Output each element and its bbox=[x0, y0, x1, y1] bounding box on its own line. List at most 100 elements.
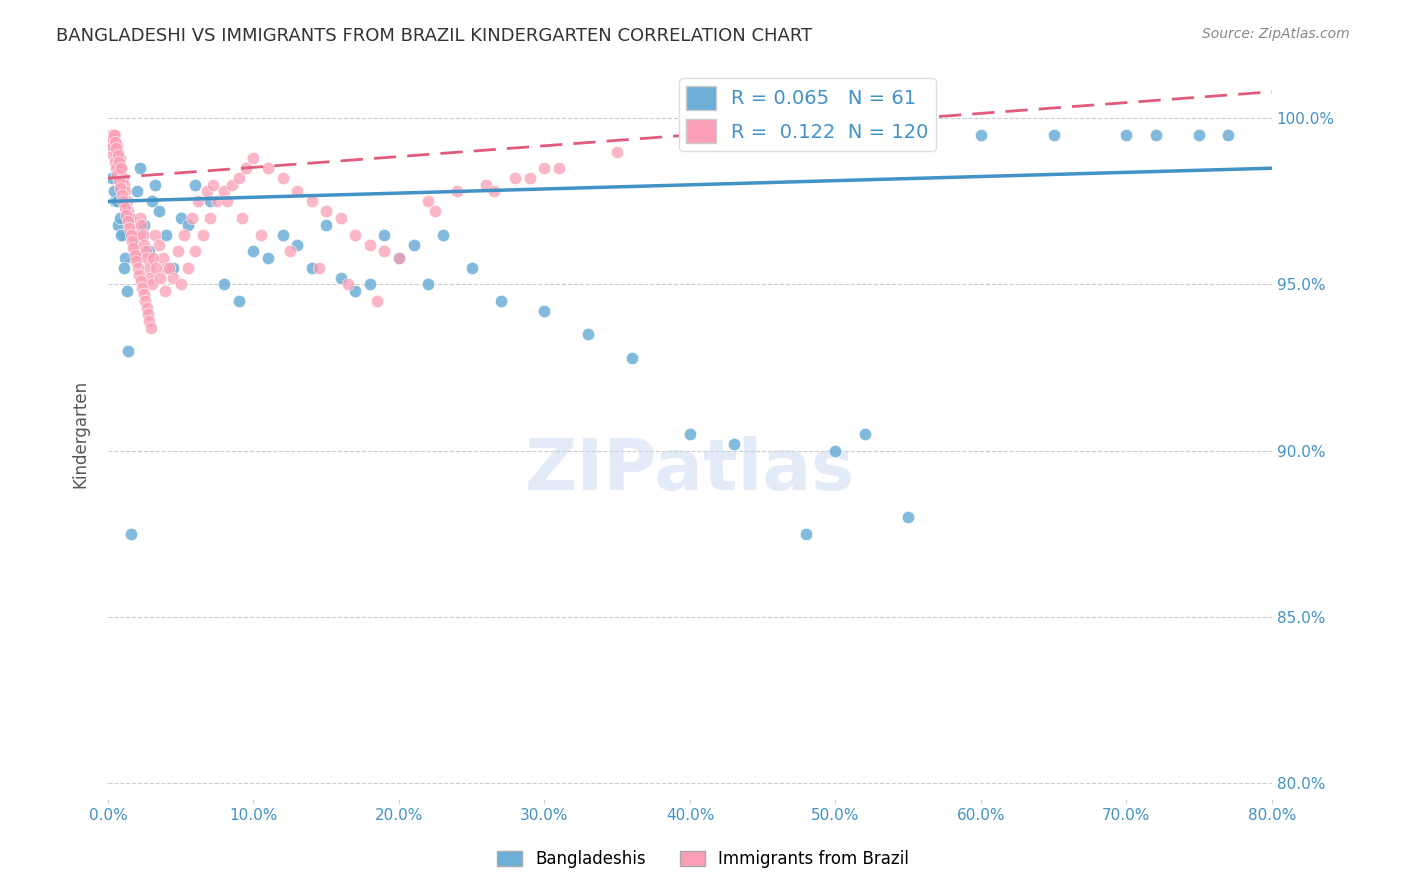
Point bbox=[1144, 128, 1167, 142]
Point bbox=[723, 437, 745, 451]
Point bbox=[142, 251, 165, 265]
Point bbox=[228, 171, 250, 186]
Point bbox=[105, 137, 128, 152]
Point bbox=[138, 244, 160, 259]
Point bbox=[1188, 128, 1211, 142]
Point bbox=[315, 204, 337, 219]
Point bbox=[103, 128, 125, 142]
Point bbox=[679, 427, 702, 442]
Point bbox=[460, 260, 482, 275]
Point bbox=[115, 194, 138, 209]
Point bbox=[110, 227, 132, 242]
Point bbox=[136, 251, 159, 265]
Point bbox=[620, 351, 643, 365]
Point bbox=[125, 254, 148, 268]
Point bbox=[242, 151, 264, 165]
Point bbox=[249, 227, 271, 242]
Point bbox=[132, 287, 155, 301]
Point bbox=[344, 284, 367, 298]
Point bbox=[388, 251, 411, 265]
Point bbox=[329, 211, 352, 225]
Point bbox=[114, 185, 136, 199]
Point bbox=[155, 227, 177, 242]
Point bbox=[184, 178, 207, 192]
Point bbox=[177, 218, 200, 232]
Point bbox=[315, 218, 337, 232]
Point bbox=[155, 260, 177, 275]
Point bbox=[103, 154, 125, 169]
Point bbox=[402, 237, 425, 252]
Point bbox=[482, 185, 505, 199]
Point bbox=[120, 526, 142, 541]
Point bbox=[118, 221, 141, 235]
Point bbox=[107, 148, 129, 162]
Point bbox=[143, 178, 166, 192]
Point bbox=[153, 284, 176, 298]
Point bbox=[124, 244, 146, 259]
Point bbox=[278, 244, 301, 259]
Point bbox=[170, 211, 193, 225]
Point bbox=[145, 260, 167, 275]
Point bbox=[104, 161, 127, 176]
Point bbox=[122, 241, 145, 255]
Point bbox=[108, 211, 131, 225]
Text: Source: ZipAtlas.com: Source: ZipAtlas.com bbox=[1202, 27, 1350, 41]
Point bbox=[366, 294, 388, 309]
Point bbox=[105, 194, 128, 209]
Point bbox=[139, 320, 162, 334]
Point bbox=[117, 343, 139, 358]
Point bbox=[134, 237, 156, 252]
Point bbox=[138, 260, 160, 275]
Point bbox=[1218, 128, 1240, 142]
Point bbox=[129, 274, 152, 288]
Point bbox=[128, 227, 150, 242]
Point bbox=[149, 270, 172, 285]
Point bbox=[242, 244, 264, 259]
Point bbox=[107, 145, 129, 159]
Point bbox=[111, 171, 134, 186]
Point bbox=[134, 294, 156, 309]
Point bbox=[107, 218, 129, 232]
Text: BANGLADESHI VS IMMIGRANTS FROM BRAZIL KINDERGARTEN CORRELATION CHART: BANGLADESHI VS IMMIGRANTS FROM BRAZIL KI… bbox=[56, 27, 813, 45]
Point bbox=[135, 301, 157, 315]
Point bbox=[373, 227, 395, 242]
Point bbox=[139, 270, 162, 285]
Point bbox=[329, 270, 352, 285]
Point bbox=[108, 174, 131, 188]
Point bbox=[271, 171, 294, 186]
Point bbox=[112, 178, 135, 192]
Point bbox=[170, 277, 193, 292]
Point bbox=[195, 185, 218, 199]
Point bbox=[101, 148, 124, 162]
Point bbox=[122, 237, 145, 252]
Point bbox=[100, 141, 122, 155]
Point bbox=[114, 201, 136, 215]
Point bbox=[257, 251, 280, 265]
Point bbox=[112, 260, 135, 275]
Point bbox=[121, 227, 143, 242]
Point bbox=[824, 443, 846, 458]
Point bbox=[101, 171, 124, 186]
Point bbox=[201, 178, 224, 192]
Point bbox=[118, 211, 141, 225]
Point bbox=[152, 251, 174, 265]
Point bbox=[187, 194, 209, 209]
Point bbox=[205, 194, 228, 209]
Point bbox=[606, 145, 628, 159]
Point bbox=[214, 277, 236, 292]
Point bbox=[181, 211, 204, 225]
Point bbox=[124, 247, 146, 261]
Point bbox=[129, 211, 152, 225]
Point bbox=[141, 277, 163, 292]
Point bbox=[301, 260, 323, 275]
Point bbox=[104, 194, 127, 209]
Point bbox=[475, 178, 498, 192]
Point bbox=[120, 227, 142, 242]
Text: ZIPatlas: ZIPatlas bbox=[524, 436, 855, 505]
Point bbox=[337, 277, 360, 292]
Point bbox=[129, 161, 152, 176]
Point bbox=[103, 185, 125, 199]
Point bbox=[794, 526, 817, 541]
Point bbox=[446, 185, 468, 199]
Point bbox=[576, 327, 599, 342]
